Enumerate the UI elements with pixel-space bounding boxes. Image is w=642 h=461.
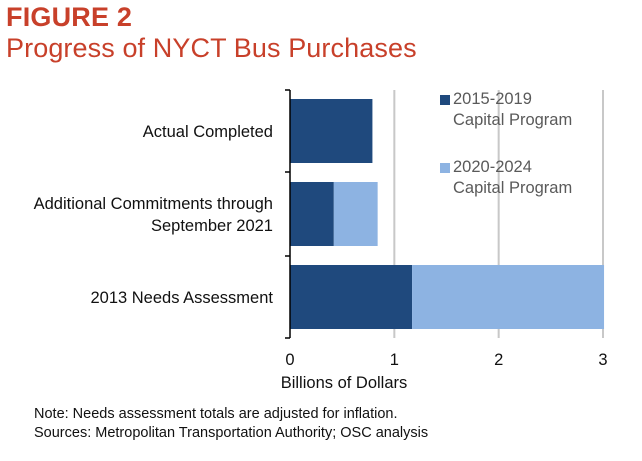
legend-label-0-0: 2015-2019 [453,90,532,108]
category-label-1-0: Additional Commitments through [34,195,273,213]
bar-chart: Actual Completed Additional Commitments t… [34,89,608,392]
bar-1-series-0 [290,182,334,246]
x-axis-title: Billions of Dollars [281,374,408,392]
figure-title: Progress of NYCT Bus Purchases [6,33,417,63]
legend: 2015-2019 Capital Program 2020-2024 Capital… [440,90,572,197]
x-tick-label-1: 1 [390,351,399,369]
sources-text: Sources: Metropolitan Transportation Aut… [34,425,429,441]
legend-label-1-0: 2020-2024 [453,158,532,176]
category-label-2-0: 2013 Needs Assessment [90,289,273,307]
category-labels: Actual Completed Additional Commitments t… [34,123,274,307]
legend-label-0-1: Capital Program [453,111,572,129]
legend-swatch-0 [440,95,450,105]
legend-label-1-1: Capital Program [453,179,572,197]
bar-0-series-0 [290,99,373,163]
category-label-0-0: Actual Completed [143,123,273,141]
x-tick-label-0: 0 [285,351,294,369]
tick-labels: 0 1 2 3 [285,351,607,369]
note-text: Note: Needs assessment totals are adjust… [34,406,398,422]
x-tick-label-2: 2 [494,351,503,369]
bar-1-series-1 [333,182,378,246]
bar-2-series-0 [290,265,413,329]
bars [290,99,605,329]
axes [285,89,291,339]
legend-swatch-1 [440,163,450,173]
category-label-1-1: September 2021 [151,217,273,235]
bar-2-series-1 [412,265,605,329]
notes: Note: Needs assessment totals are adjust… [34,405,428,443]
figure-label: FIGURE 2 [6,2,133,32]
x-tick-label-3: 3 [598,351,607,369]
